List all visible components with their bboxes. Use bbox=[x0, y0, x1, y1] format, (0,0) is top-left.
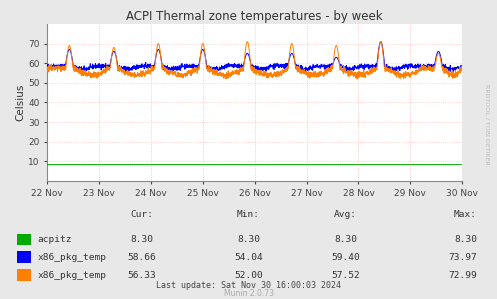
Text: 72.99: 72.99 bbox=[448, 271, 477, 280]
Text: x86_pkg_temp: x86_pkg_temp bbox=[37, 271, 106, 280]
Text: 57.52: 57.52 bbox=[331, 271, 360, 280]
Text: 58.66: 58.66 bbox=[127, 253, 156, 262]
Text: Cur:: Cur: bbox=[130, 210, 153, 219]
Text: 8.30: 8.30 bbox=[334, 235, 357, 244]
Text: 8.30: 8.30 bbox=[454, 235, 477, 244]
Text: Last update: Sat Nov 30 16:00:03 2024: Last update: Sat Nov 30 16:00:03 2024 bbox=[156, 281, 341, 290]
Text: acpitz: acpitz bbox=[37, 235, 72, 244]
Text: 56.33: 56.33 bbox=[127, 271, 156, 280]
Title: ACPI Thermal zone temperatures - by week: ACPI Thermal zone temperatures - by week bbox=[126, 10, 383, 23]
Y-axis label: Celsius: Celsius bbox=[15, 84, 25, 121]
Text: Max:: Max: bbox=[454, 210, 477, 219]
Text: Avg:: Avg: bbox=[334, 210, 357, 219]
Text: Munin 2.0.73: Munin 2.0.73 bbox=[224, 289, 273, 298]
Text: 54.04: 54.04 bbox=[234, 253, 263, 262]
Text: x86_pkg_temp: x86_pkg_temp bbox=[37, 253, 106, 262]
Text: 73.97: 73.97 bbox=[448, 253, 477, 262]
Text: 8.30: 8.30 bbox=[130, 235, 153, 244]
Text: 52.00: 52.00 bbox=[234, 271, 263, 280]
Text: 59.40: 59.40 bbox=[331, 253, 360, 262]
Text: RRDTOOL / TOBI OETIKER: RRDTOOL / TOBI OETIKER bbox=[485, 84, 490, 164]
Text: 8.30: 8.30 bbox=[237, 235, 260, 244]
Text: Min:: Min: bbox=[237, 210, 260, 219]
